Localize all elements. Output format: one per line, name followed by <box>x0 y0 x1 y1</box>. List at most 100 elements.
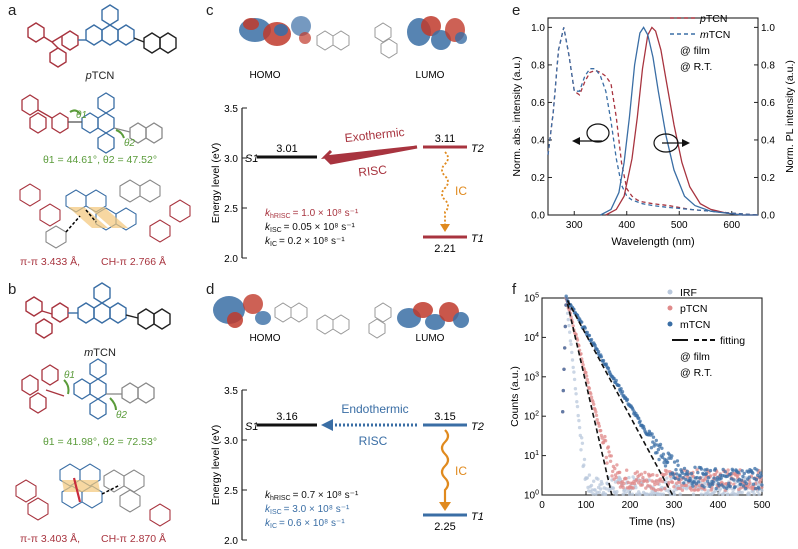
panel-letter-d: d <box>206 281 215 298</box>
f-point-ptcn <box>600 436 604 440</box>
f-point-mtcn <box>686 472 690 476</box>
f-point-mtcn <box>712 476 716 480</box>
f-point-mtcn <box>620 390 625 394</box>
f-point-irf <box>604 487 608 491</box>
f-point-mtcn <box>673 476 677 481</box>
f-point-irf <box>691 492 696 496</box>
d-arrow-label-1: Endothermic <box>341 402 408 416</box>
f-point-mtcn <box>696 480 701 484</box>
c-arrow-label-1: Exothermic <box>344 125 405 145</box>
f-point-ptcn <box>651 473 655 477</box>
f-point-mtcn <box>674 468 678 472</box>
e-legend: pTCN mTCN @ film @ R.T. <box>670 13 730 73</box>
f-point-mtcn <box>696 470 700 475</box>
f-point-ptcn <box>605 461 609 465</box>
f-point-mtcn <box>699 467 704 471</box>
f-x-axis-label: Time (ns) <box>629 516 675 528</box>
e-x-tick-label: 500 <box>671 220 688 231</box>
f-point-ptcn <box>654 479 658 483</box>
e-y-tick-label-right: 0.8 <box>761 60 775 71</box>
f-point-ptcn <box>632 482 637 486</box>
f-point-mtcn <box>625 397 630 402</box>
f-point-mtcn <box>741 474 745 479</box>
f-point-ptcn <box>640 483 644 487</box>
f-point-mtcn <box>693 465 697 469</box>
f-point-irf <box>678 492 682 496</box>
f-point-ptcn <box>643 470 647 475</box>
f-point-ptcn <box>653 482 657 487</box>
d-homo-orbital-image <box>213 294 350 335</box>
f-point-ptcn <box>596 421 601 426</box>
f-point-mtcn <box>731 469 735 473</box>
d-t2-label: T2 <box>471 421 484 433</box>
f-point-irf <box>593 488 597 492</box>
f-point-mtcn <box>671 472 675 477</box>
f-legend-ptcn: pTCN <box>680 303 707 315</box>
ptcn-label: pTCN <box>85 70 115 82</box>
f-point-ptcn <box>609 454 613 458</box>
f-point-ptcn <box>653 488 658 492</box>
f-point-ptcn <box>696 488 701 492</box>
f-legend: IRF pTCN mTCN fitting @ film @ R.T. <box>667 287 745 379</box>
c-homo-orbital-image <box>239 16 350 51</box>
f-point-mtcn <box>682 481 686 485</box>
ptcn-3d-structure <box>21 92 163 154</box>
svg-text:kISC= 3.0 × 10⁸ s⁻¹: kISC = 3.0 × 10⁸ s⁻¹ <box>265 504 350 516</box>
f-point-irf <box>589 483 594 488</box>
f-point-ptcn <box>703 488 707 492</box>
e-y-tick-label-right: 0.4 <box>761 135 775 146</box>
f-point-ptcn <box>575 338 580 342</box>
mtcn-3d-structure <box>21 358 155 420</box>
f-plot-frame <box>541 297 763 496</box>
d-rate-row: kISC = 3.0 × 10⁸ s⁻¹ <box>265 504 350 516</box>
f-point-ptcn <box>607 450 611 454</box>
f-point-ptcn <box>579 352 583 356</box>
f-point-mtcn <box>737 471 741 475</box>
d-ytick-label: 2.5 <box>224 486 238 497</box>
f-point-ptcn <box>599 433 604 438</box>
f-point-irf <box>600 482 604 486</box>
f-point-mtcn <box>580 320 584 324</box>
f-point-mtcn <box>728 484 732 489</box>
f-point-mtcn <box>677 477 681 481</box>
f-point-mtcn <box>717 484 721 488</box>
f-point-ptcn <box>595 418 599 422</box>
f-point-mtcn <box>732 478 736 482</box>
e-y-tick-label-right: 0.0 <box>761 211 775 222</box>
f-point-mtcn <box>660 446 664 450</box>
f-point-mtcn <box>585 330 589 335</box>
ptcn-stacking-structure <box>19 179 191 249</box>
f-point-irf <box>661 492 666 496</box>
f-point-mtcn <box>651 435 656 439</box>
f-note-rt: @ R.T. <box>680 367 712 379</box>
f-legend-irf: IRF <box>680 287 697 299</box>
f-point-ptcn <box>660 479 665 484</box>
c-y-axis-label: Energy level (eV) <box>210 143 222 224</box>
f-point-mtcn <box>657 457 661 462</box>
f-point-mtcn <box>583 326 587 330</box>
f-point-mtcn <box>685 469 689 473</box>
f-point-mtcn <box>751 471 755 475</box>
f-point-mtcn <box>710 482 715 487</box>
mtcn-stacking-structure <box>15 463 171 527</box>
e-y-tick-label-left: 0.0 <box>531 211 545 222</box>
f-point-irf <box>699 492 704 496</box>
f-point-irf <box>597 490 601 495</box>
c-ytick-label: 3.5 <box>224 104 238 115</box>
f-point-mtcn <box>740 469 744 473</box>
e-legend-ptcn: pTCN <box>699 13 727 25</box>
c-ic-arrowhead <box>440 224 450 232</box>
f-point-irf <box>568 330 572 334</box>
d-arrow-label-2: RISC <box>359 434 388 448</box>
f-point-ptcn <box>634 477 639 482</box>
f-point-mtcn <box>708 484 712 489</box>
f-point-mtcn <box>698 476 702 480</box>
f-point-mtcn <box>561 388 565 393</box>
f-point-mtcn <box>714 486 718 491</box>
f-point-mtcn <box>711 480 715 484</box>
c-ic-label: IC <box>455 184 467 198</box>
panel-letter-f: f <box>512 281 517 298</box>
c-s1-value: 3.01 <box>276 143 297 155</box>
d-lumo-label: LUMO <box>416 333 445 344</box>
f-point-mtcn <box>744 481 749 486</box>
